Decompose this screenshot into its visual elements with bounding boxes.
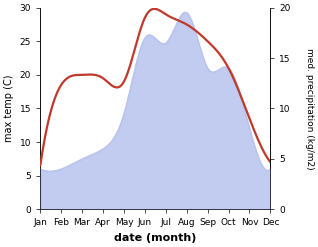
X-axis label: date (month): date (month) [114,233,197,243]
Y-axis label: med. precipitation (kg/m2): med. precipitation (kg/m2) [305,48,314,169]
Y-axis label: max temp (C): max temp (C) [4,75,14,142]
